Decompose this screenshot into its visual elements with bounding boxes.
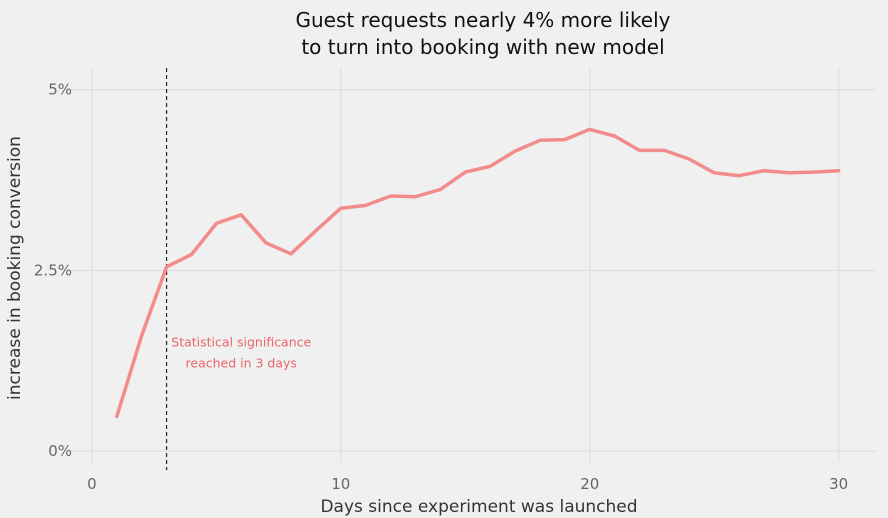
tick-labels: 0 10 20 30 0% 2.5% 5% (34, 81, 848, 493)
annotation-line: reached in 3 days (186, 355, 297, 370)
x-tick-label: 10 (331, 475, 350, 493)
gridlines (67, 68, 876, 462)
significance-annotation: Statistical significance reached in 3 day… (171, 334, 311, 370)
x-tick-label: 30 (829, 475, 848, 493)
annotation-line: Statistical significance (171, 334, 311, 349)
y-tick-label: 0% (48, 442, 72, 460)
chart-title-line-2: to turn into booking with new model (301, 35, 664, 59)
chart-title-line-1: Guest requests nearly 4% more likely (295, 8, 670, 32)
y-tick-label: 5% (48, 81, 72, 99)
series-line (115, 127, 841, 419)
x-tick-label: 0 (87, 475, 97, 493)
x-axis-label: Days since experiment was launched (320, 497, 637, 517)
x-tick-label: 20 (580, 475, 599, 493)
y-axis-label: increase in booking conversion (5, 136, 25, 400)
y-tick-label: 2.5% (34, 261, 72, 279)
